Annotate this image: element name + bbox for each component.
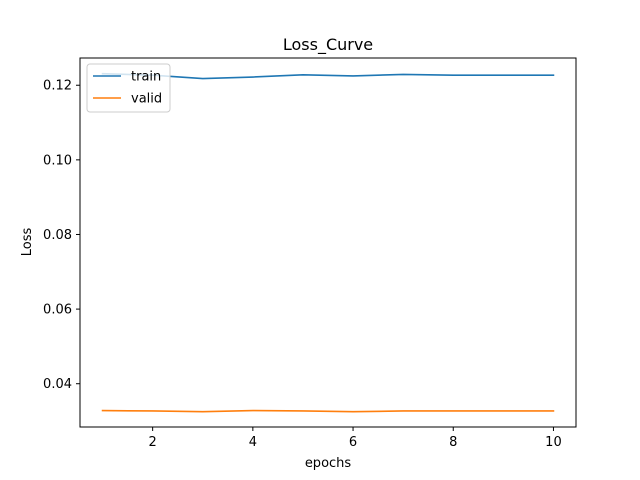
chart-title: Loss_Curve xyxy=(283,35,373,55)
legend-label-train: train xyxy=(131,70,161,85)
legend: train valid xyxy=(86,63,171,113)
x-tick-label: 10 xyxy=(545,435,562,450)
y-axis: 0.04 0.06 0.08 0.10 0.12 xyxy=(43,79,80,392)
x-tick-label: 8 xyxy=(449,435,457,450)
y-axis-label: Loss xyxy=(20,228,35,257)
series-line-train xyxy=(101,72,555,80)
y-tick-label: 0.10 xyxy=(43,153,72,168)
x-tick-label: 4 xyxy=(249,435,257,450)
y-tick-label: 0.12 xyxy=(43,79,72,94)
y-tick-label: 0.08 xyxy=(43,228,72,243)
x-axis: 2 4 6 8 10 xyxy=(149,427,562,450)
x-axis-label: epochs xyxy=(305,456,352,471)
y-tick-label: 0.06 xyxy=(43,303,72,318)
y-tick-label: 0.04 xyxy=(43,377,72,392)
legend-label-valid: valid xyxy=(131,92,162,107)
series-layer xyxy=(101,72,555,413)
plot-frame xyxy=(79,57,577,428)
x-tick-label: 2 xyxy=(149,435,157,450)
x-tick-label: 6 xyxy=(349,435,357,450)
series-line-valid xyxy=(101,409,555,413)
